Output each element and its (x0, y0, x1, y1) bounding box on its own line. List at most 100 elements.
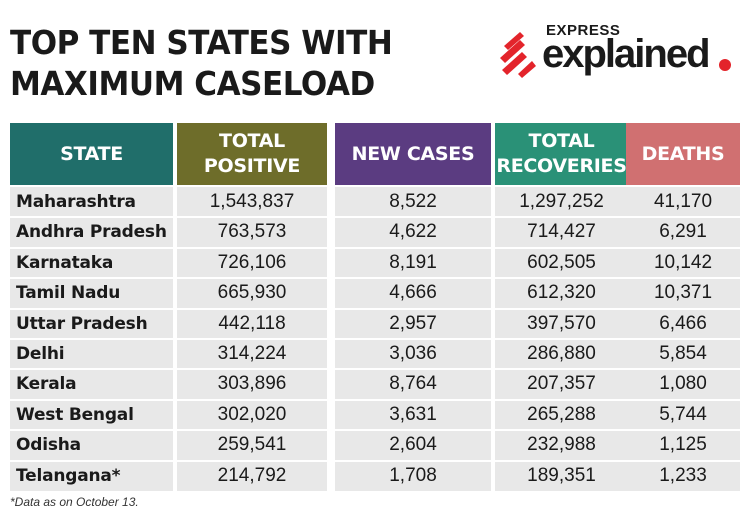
row-divider (177, 459, 327, 462)
column-total-recoveries: TOTAL RECOVERIES 1,297,252 714,427 602,505 6… (495, 123, 628, 491)
row-divider (495, 459, 628, 462)
cell-new-cases: 8,764 (389, 373, 437, 395)
cell-state: West Bengal (16, 404, 134, 425)
cell-total-positive: 314,224 (217, 343, 287, 364)
row-divider (335, 277, 491, 280)
cell-total-recoveries: 714,427 (527, 221, 596, 243)
header-total-positive: TOTAL POSITIVE (177, 123, 327, 185)
row-divider (335, 307, 491, 310)
cell-new-cases: 3,036 (389, 343, 437, 364)
row-divider (626, 216, 740, 219)
footnote: *Data as on October 13. (10, 495, 139, 509)
row-divider (335, 216, 491, 219)
row-divider (177, 398, 327, 401)
column-total-positive: TOTAL POSITIVE 1,543,837 763,573 726,106 665… (177, 123, 327, 491)
row-divider (335, 246, 491, 249)
logo-dot (719, 59, 731, 71)
row-divider (177, 216, 327, 219)
cell-new-cases: 8,522 (389, 191, 437, 212)
cell-new-cases: 3,631 (389, 403, 437, 425)
row-divider (10, 368, 173, 371)
column-state: STATE Maharashtra Andhra Pradesh Karnataka… (10, 123, 173, 491)
cell-total-recoveries: 1,297,252 (519, 191, 604, 212)
row-divider (495, 307, 628, 310)
row-divider (495, 246, 628, 249)
cell-total-recoveries: 612,320 (527, 282, 596, 304)
logo-express-text: EXPRESS (546, 22, 621, 39)
cell-new-cases: 4,622 (389, 221, 437, 243)
cell-total-recoveries: 207,357 (527, 373, 596, 395)
row-divider (626, 277, 740, 280)
row-divider (335, 398, 491, 401)
cell-total-positive: 442,118 (218, 312, 286, 334)
cell-state: Telangana* (16, 465, 121, 486)
cell-deaths: 1,125 (659, 434, 707, 456)
row-divider (335, 338, 491, 340)
cell-deaths: 41,170 (653, 191, 713, 212)
cell-total-positive: 763,573 (217, 221, 287, 243)
row-divider (495, 429, 628, 432)
cell-total-positive: 302,020 (217, 403, 287, 425)
cell-deaths: 6,291 (659, 221, 707, 243)
cell-new-cases: 8,191 (389, 251, 437, 273)
row-divider (10, 338, 173, 340)
cell-total-positive: 259,541 (217, 434, 287, 456)
row-divider (495, 398, 628, 401)
cell-state: Uttar Pradesh (16, 313, 148, 334)
cell-state: Tamil Nadu (16, 283, 121, 304)
cell-total-recoveries: 602,505 (527, 251, 596, 273)
row-divider (10, 216, 173, 219)
cell-deaths: 6,466 (659, 312, 707, 334)
row-divider (10, 277, 173, 280)
row-divider (177, 338, 327, 340)
cell-total-recoveries: 265,288 (527, 403, 596, 425)
row-divider (10, 429, 173, 432)
cell-deaths: 10,142 (653, 251, 713, 273)
cell-new-cases: 2,957 (389, 312, 437, 334)
cell-state: Kerala (16, 374, 77, 395)
header-new-cases: NEW CASES (335, 123, 491, 185)
row-divider (495, 277, 628, 280)
row-divider (177, 429, 327, 432)
row-divider (626, 338, 740, 340)
row-divider (495, 368, 628, 371)
column-new-cases: NEW CASES 8,522 4,622 8,191 4,666 2,957 3,036… (335, 123, 491, 491)
cell-total-recoveries: 397,570 (527, 312, 596, 334)
express-flame-icon (500, 32, 536, 78)
cell-total-positive: 303,896 (217, 373, 287, 395)
cell-deaths: 5,744 (659, 403, 707, 425)
page-title: TOP TEN STATES WITH MAXIMUM CASELOAD (10, 22, 393, 104)
cell-total-recoveries: 286,880 (527, 343, 596, 364)
cell-deaths: 5,854 (659, 343, 707, 364)
cell-state: Andhra Pradesh (16, 222, 167, 243)
row-divider (177, 368, 327, 371)
title-line-2: MAXIMUM CASELOAD (10, 64, 375, 103)
cell-total-recoveries: 232,988 (527, 434, 596, 456)
cell-new-cases: 2,604 (389, 434, 437, 456)
cell-state: Karnataka (16, 252, 114, 273)
row-divider (10, 398, 173, 401)
express-explained-logo: EXPRESS explained (498, 16, 738, 86)
row-divider (10, 459, 173, 462)
column-deaths: DEATHS 41,170 6,291 10,142 10,371 6,466 5,854… (626, 123, 740, 491)
cell-state: Odisha (16, 435, 81, 456)
cell-total-positive: 665,930 (217, 282, 287, 304)
cell-new-cases: 4,666 (389, 282, 437, 304)
cell-total-positive: 726,106 (217, 251, 287, 273)
header-state: STATE (10, 123, 173, 185)
row-divider (626, 368, 740, 371)
header-total-recoveries: TOTAL RECOVERIES (495, 123, 628, 185)
cell-deaths: 1,233 (659, 464, 707, 486)
row-divider (495, 338, 628, 340)
row-divider (626, 429, 740, 432)
title-line-1: TOP TEN STATES WITH (10, 23, 393, 62)
header-deaths: DEATHS (626, 123, 740, 185)
caseload-table: STATE Maharashtra Andhra Pradesh Karnataka… (10, 123, 740, 491)
row-divider (335, 429, 491, 432)
row-divider (335, 459, 491, 462)
row-divider (177, 277, 327, 280)
row-divider (495, 216, 628, 219)
cell-total-positive: 214,792 (217, 464, 287, 486)
cell-total-positive: 1,543,837 (209, 191, 295, 212)
row-divider (177, 246, 327, 249)
